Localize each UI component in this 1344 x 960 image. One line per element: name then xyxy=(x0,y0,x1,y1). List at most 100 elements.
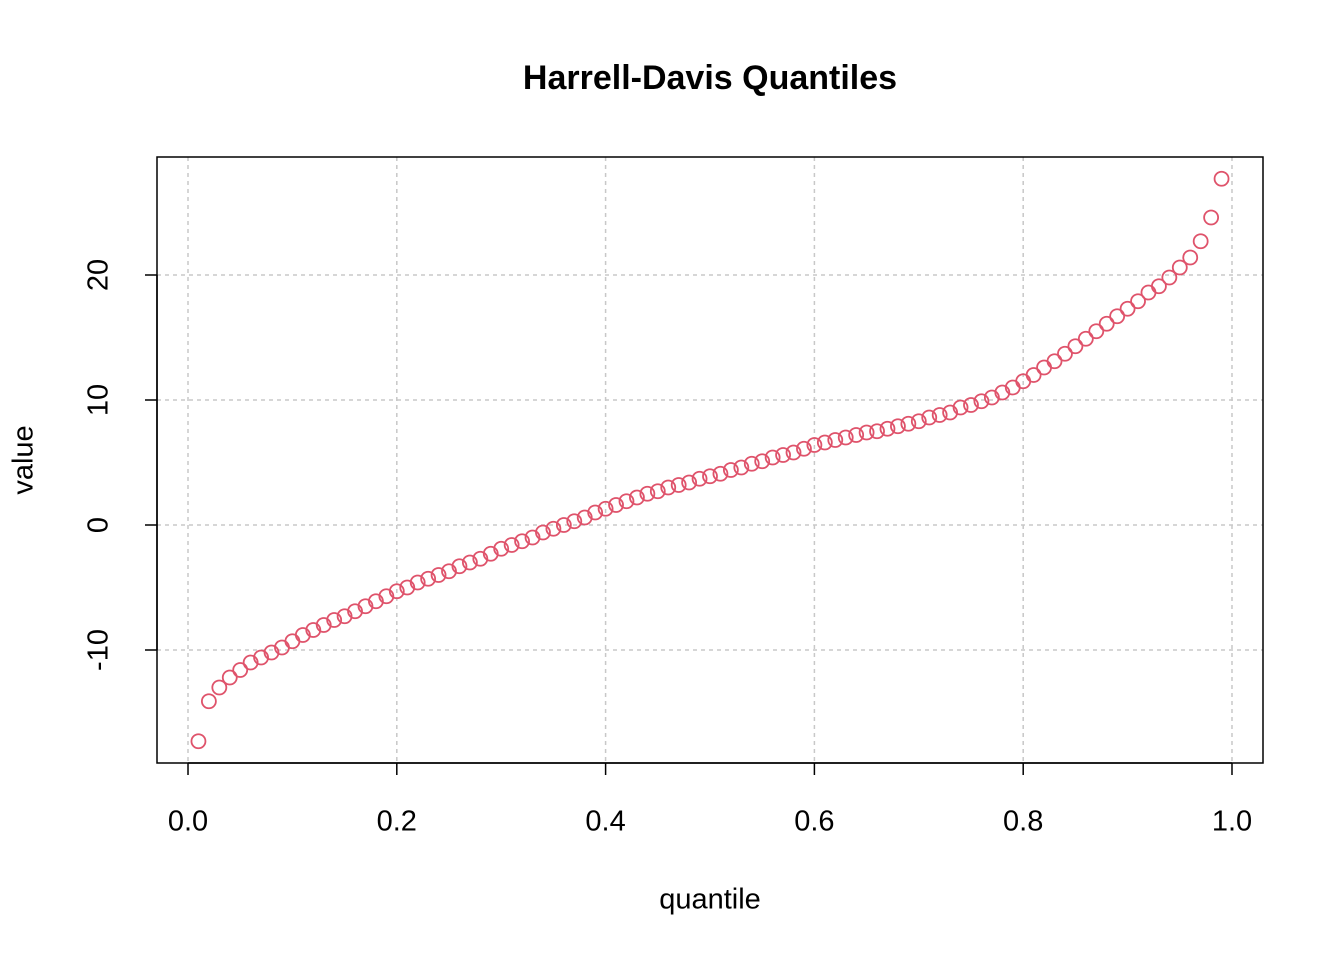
point xyxy=(796,440,812,457)
x-tick-label: 0.8 xyxy=(1003,806,1043,838)
point xyxy=(441,563,457,580)
point xyxy=(555,517,572,533)
point xyxy=(305,622,322,638)
point xyxy=(1046,353,1063,370)
point xyxy=(535,524,551,541)
point xyxy=(566,513,583,530)
x-tick-label: 0.6 xyxy=(794,806,834,838)
point xyxy=(921,409,938,426)
point xyxy=(1057,345,1073,362)
point xyxy=(482,545,499,562)
point xyxy=(472,550,489,567)
point xyxy=(785,444,802,461)
point xyxy=(294,627,311,643)
x-axis-title: quantile xyxy=(659,884,761,916)
point xyxy=(994,384,1011,401)
point xyxy=(837,429,854,446)
point xyxy=(963,397,979,413)
point xyxy=(493,540,510,557)
point xyxy=(1182,249,1199,266)
x-tick-label: 1.0 xyxy=(1212,806,1252,838)
x-tick-label: 0.4 xyxy=(585,806,625,838)
point xyxy=(608,497,624,513)
point xyxy=(1119,300,1136,317)
point xyxy=(1088,323,1105,340)
point xyxy=(702,468,718,485)
point xyxy=(733,459,750,476)
point xyxy=(1171,259,1188,276)
point xyxy=(764,449,781,466)
point xyxy=(1203,209,1220,226)
point xyxy=(743,455,760,472)
point xyxy=(211,679,228,696)
point xyxy=(503,537,520,553)
y-axis-title: value xyxy=(8,425,40,494)
point xyxy=(347,603,363,620)
point xyxy=(221,669,238,686)
point xyxy=(514,533,530,550)
point xyxy=(858,424,875,441)
point xyxy=(931,407,948,423)
chart-title: Harrell-Davis Quantiles xyxy=(523,59,897,97)
point xyxy=(681,474,698,491)
point xyxy=(1192,233,1209,250)
point xyxy=(879,420,896,437)
plot-frame xyxy=(156,156,1264,764)
point xyxy=(754,453,771,470)
point xyxy=(1109,308,1126,325)
point xyxy=(430,567,447,583)
point xyxy=(1077,330,1094,347)
point xyxy=(942,404,959,421)
point xyxy=(1130,293,1146,310)
point xyxy=(451,558,468,575)
point xyxy=(900,415,917,432)
point xyxy=(420,570,437,587)
point xyxy=(816,434,833,451)
point xyxy=(775,447,791,463)
point xyxy=(461,554,478,571)
point xyxy=(827,432,844,448)
point xyxy=(242,654,259,671)
point xyxy=(660,479,677,496)
point xyxy=(409,574,426,591)
point xyxy=(1213,170,1230,187)
point xyxy=(200,693,217,710)
point xyxy=(263,644,280,661)
point xyxy=(399,579,416,596)
point xyxy=(253,649,269,666)
point xyxy=(869,423,885,440)
point xyxy=(190,733,207,750)
point xyxy=(545,520,562,537)
point xyxy=(378,588,395,605)
point xyxy=(357,598,374,615)
point xyxy=(368,593,384,610)
point xyxy=(649,483,666,500)
point xyxy=(1098,315,1115,332)
point xyxy=(1151,278,1167,295)
point xyxy=(232,662,249,678)
point xyxy=(952,399,969,416)
point xyxy=(524,529,541,546)
x-tick-label: 0.2 xyxy=(377,806,417,838)
point xyxy=(973,393,990,410)
point xyxy=(336,608,353,625)
point xyxy=(1067,338,1084,355)
point xyxy=(597,500,614,517)
y-tick-label: 0 xyxy=(83,517,115,533)
y-tick-label: 20 xyxy=(83,259,115,291)
point xyxy=(315,617,332,633)
y-tick-label: -10 xyxy=(83,629,115,671)
point xyxy=(388,583,405,600)
x-tick-label: 0.0 xyxy=(168,806,208,838)
point xyxy=(890,418,906,435)
point xyxy=(639,485,656,502)
point xyxy=(910,413,927,430)
point xyxy=(618,493,635,510)
point xyxy=(587,504,604,521)
point xyxy=(326,612,343,628)
point xyxy=(983,389,1000,406)
point xyxy=(722,462,739,478)
point xyxy=(670,477,687,493)
